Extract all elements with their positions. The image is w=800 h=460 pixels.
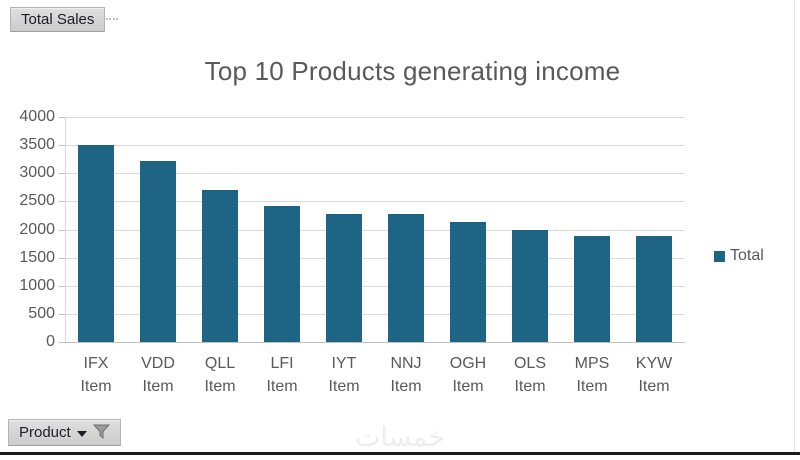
category-suffix: Item [576, 378, 608, 395]
category-suffix: Item [638, 378, 670, 395]
x-axis-label-NNJ: NNJ Item [375, 352, 437, 398]
category-suffix: Item [80, 378, 112, 395]
plot-area [65, 117, 685, 342]
x-axis-label-OLS: OLS Item [499, 352, 561, 398]
value-field-label: Total Sales [21, 11, 95, 28]
bar-MPS[interactable] [574, 236, 610, 342]
y-axis-tick [59, 313, 65, 315]
filter-funnel-icon [92, 424, 110, 443]
watermark: خمسات [354, 422, 446, 452]
axis-field-label: Product [19, 424, 71, 441]
y-axis-label: 2000 [19, 220, 55, 238]
y-axis-label: 4000 [19, 108, 55, 125]
category-suffix: Item [328, 378, 360, 395]
bar-IYT[interactable] [326, 214, 362, 342]
y-axis-tick [59, 257, 65, 259]
category-code: OLS [513, 355, 546, 372]
dropdown-arrow-icon [76, 431, 87, 437]
x-axis-label-QLL: QLL Item [189, 352, 251, 398]
y-axis-label: 3500 [19, 136, 55, 154]
bar-IFX[interactable] [78, 145, 114, 342]
x-axis-line [65, 342, 685, 343]
bar-OGH[interactable] [450, 222, 486, 342]
y-axis-label: 3000 [19, 164, 55, 182]
bar-NNJ[interactable] [388, 214, 424, 342]
gridline [65, 173, 685, 175]
gridline [65, 201, 685, 203]
category-code: MPS [574, 355, 610, 372]
dotted-separator [106, 18, 118, 20]
chart-title: Top 10 Products generating income [204, 56, 621, 86]
category-suffix: Item [514, 378, 546, 395]
x-axis-label-KYW: KYW Item [623, 352, 685, 398]
gridline [65, 313, 685, 315]
y-axis-label: 0 [46, 333, 55, 350]
category-code: LFI [270, 355, 294, 372]
y-axis-tick [59, 229, 65, 231]
gridline [65, 145, 685, 147]
category-code: NNJ [390, 355, 422, 372]
y-axis-tick [59, 201, 65, 203]
x-axis-label-IYT: IYT Item [313, 352, 375, 398]
y-axis-label: 500 [28, 304, 55, 322]
x-axis-label-MPS: MPS Item [561, 352, 623, 398]
category-suffix: Item [452, 378, 484, 395]
y-axis-label: 1000 [19, 276, 55, 294]
category-suffix: Item [266, 378, 298, 395]
category-code: IYT [331, 355, 357, 372]
category-code: KYW [635, 355, 673, 372]
category-code: QLL [204, 355, 236, 372]
bar-KYW[interactable] [636, 236, 672, 342]
y-axis-tick [59, 342, 65, 343]
bar-OLS[interactable] [512, 229, 548, 342]
category-code: VDD [141, 355, 175, 372]
legend-label: Total [730, 247, 764, 264]
gridline [65, 257, 685, 259]
x-axis-label-IFX: IFX Item [65, 352, 127, 398]
x-axis-label-LFI: LFI Item [251, 352, 313, 398]
legend-swatch-icon [714, 250, 725, 262]
category-code: IFX [83, 355, 109, 372]
y-axis-tick [59, 117, 65, 118]
gridline [65, 285, 685, 287]
bottom-edge-bar [0, 452, 800, 455]
y-axis-tick [59, 285, 65, 287]
gridline [65, 117, 685, 118]
x-axis-label-OGH: OGH Item [437, 352, 499, 398]
y-axis-tick [59, 173, 65, 175]
category-suffix: Item [204, 378, 236, 395]
gridline [65, 229, 685, 231]
value-field-button[interactable]: Total Sales [10, 7, 106, 32]
y-axis-label: 1500 [19, 248, 55, 266]
axis-field-button[interactable]: Product [8, 419, 121, 446]
bar-QLL[interactable] [202, 190, 238, 342]
chart-right-border [794, 0, 795, 452]
category-suffix: Item [142, 378, 174, 395]
y-axis-tick [59, 145, 65, 147]
x-axis-label-VDD: VDD Item [127, 352, 189, 398]
bar-LFI[interactable] [264, 206, 300, 342]
legend[interactable]: Total [714, 247, 764, 265]
bar-VDD[interactable] [140, 160, 176, 342]
category-suffix: Item [390, 378, 422, 395]
y-axis-label: 2500 [19, 192, 55, 210]
category-code: OGH [449, 355, 487, 372]
